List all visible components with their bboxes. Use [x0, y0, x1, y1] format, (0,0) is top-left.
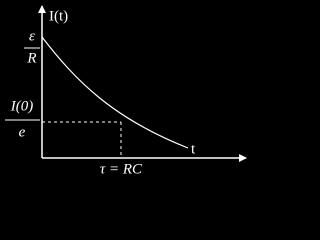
- fraction-numerator: I(0): [10, 98, 34, 114]
- diagram: I(t) t ε R I(0) e τ = RC: [5, 5, 247, 178]
- x-axis-label: t: [191, 141, 196, 157]
- time-constant-label: τ = RC: [100, 161, 143, 177]
- y-axis-label: I(t): [49, 8, 68, 24]
- fraction-denominator: e: [19, 124, 26, 140]
- decay-curve: [41, 36, 189, 149]
- fraction-denominator: R: [26, 50, 36, 66]
- fraction-numerator: ε: [29, 28, 35, 44]
